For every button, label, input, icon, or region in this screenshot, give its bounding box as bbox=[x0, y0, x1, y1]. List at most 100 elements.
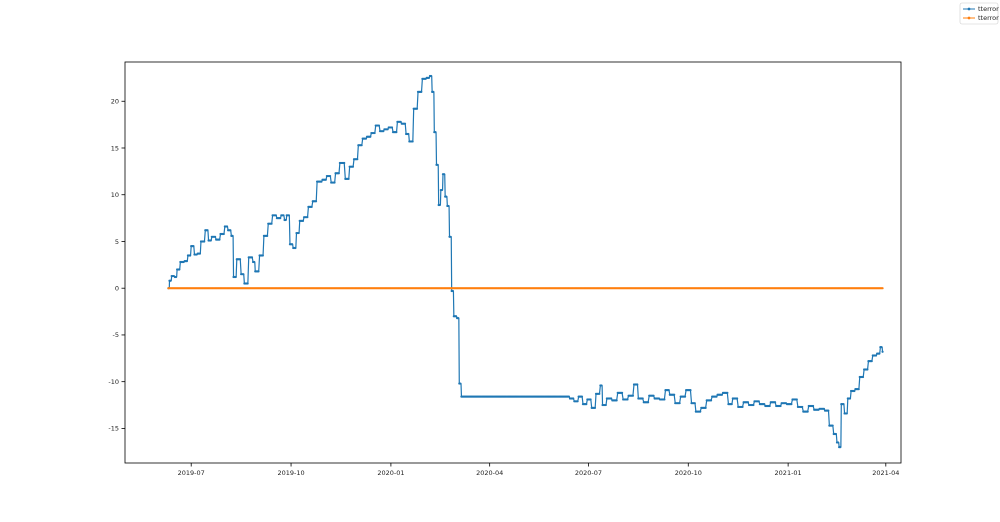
series-point-0 bbox=[576, 400, 579, 403]
series-point-0 bbox=[709, 399, 713, 402]
series-point-0 bbox=[407, 132, 410, 136]
series-point-0 bbox=[720, 393, 724, 396]
series-point-0 bbox=[620, 391, 624, 394]
series-point-0 bbox=[364, 137, 368, 140]
series-point-0 bbox=[572, 397, 575, 400]
series-point-0 bbox=[880, 345, 883, 349]
series-point-0 bbox=[382, 130, 385, 133]
series-point-0 bbox=[427, 76, 430, 79]
x-tick-label: 2020-07 bbox=[575, 469, 602, 477]
series-point-0 bbox=[213, 235, 217, 238]
series-point-0 bbox=[459, 382, 462, 385]
series-point-0 bbox=[445, 195, 448, 198]
series-point-0 bbox=[834, 432, 837, 436]
series-point-0 bbox=[377, 124, 381, 127]
series-point-0 bbox=[174, 275, 178, 279]
series-point-0 bbox=[447, 204, 450, 208]
series-point-0 bbox=[282, 214, 285, 217]
series-point-0 bbox=[704, 406, 707, 409]
legend-label-tterror-2: tterror bbox=[978, 14, 999, 22]
series-point-0 bbox=[878, 352, 881, 355]
series-point-0 bbox=[600, 384, 603, 387]
series-point-0 bbox=[801, 405, 804, 409]
series-point-0 bbox=[752, 403, 755, 407]
series-point-0 bbox=[870, 360, 873, 363]
series-point-0 bbox=[403, 122, 407, 125]
series-point-0 bbox=[434, 131, 437, 134]
series-point-0 bbox=[626, 398, 629, 401]
series-point-0 bbox=[567, 395, 570, 398]
series-point-0 bbox=[451, 289, 454, 293]
series-point-0 bbox=[746, 401, 750, 404]
series-point-0 bbox=[881, 350, 884, 353]
y-tick-label: 5 bbox=[115, 238, 119, 246]
y-tick-label: -5 bbox=[113, 331, 119, 339]
series-point-0 bbox=[279, 217, 282, 220]
series-point-0 bbox=[636, 383, 639, 386]
series-point-0 bbox=[222, 232, 225, 236]
y-tick-label: 15 bbox=[111, 144, 119, 152]
series-point-0 bbox=[440, 188, 444, 192]
series-point-0 bbox=[185, 260, 188, 263]
series-point-0 bbox=[763, 403, 766, 406]
series-point-0 bbox=[284, 218, 287, 222]
series-point-0 bbox=[449, 235, 452, 238]
series-point-0 bbox=[699, 410, 702, 413]
series-point-0 bbox=[667, 388, 670, 392]
x-axis: 2019-07 2019-10 2020-01 2020-04 2020-07 2020-… bbox=[178, 463, 899, 477]
series-point-0 bbox=[442, 173, 446, 176]
series-point-0 bbox=[347, 177, 350, 180]
series-point-0 bbox=[231, 234, 234, 237]
series-point-0 bbox=[333, 181, 336, 184]
series-point-0 bbox=[831, 424, 834, 427]
series-point-0 bbox=[234, 275, 237, 279]
series-point-0 bbox=[238, 258, 242, 261]
y-tick-label: -15 bbox=[108, 425, 119, 433]
series-point-1 bbox=[881, 287, 884, 290]
series-point-0 bbox=[848, 397, 852, 400]
series-point-0 bbox=[741, 405, 744, 409]
series-point-0 bbox=[641, 397, 644, 400]
series-point-0 bbox=[266, 234, 269, 237]
x-tick-label: 2020-04 bbox=[476, 469, 503, 477]
series-point-0 bbox=[839, 446, 842, 449]
series-point-0 bbox=[257, 270, 260, 273]
series-point-0 bbox=[178, 268, 181, 271]
series-point-0 bbox=[652, 394, 655, 397]
x-tick-label: 2019-07 bbox=[178, 469, 205, 477]
series-point-0 bbox=[874, 354, 878, 357]
series-point-0 bbox=[604, 403, 607, 407]
series-point-0 bbox=[790, 403, 793, 406]
y-tick-label: 0 bbox=[115, 285, 119, 293]
series-point-0 bbox=[457, 317, 460, 320]
series-point-0 bbox=[631, 394, 635, 397]
series-point-0 bbox=[356, 158, 359, 161]
series-point-0 bbox=[845, 412, 848, 415]
series-point-0 bbox=[683, 395, 687, 398]
series-point-0 bbox=[757, 400, 760, 403]
x-tick-label: 2020-10 bbox=[675, 469, 702, 477]
series-point-0 bbox=[822, 407, 826, 410]
series-point-0 bbox=[857, 388, 860, 391]
series-point-0 bbox=[287, 214, 290, 217]
series-point-0 bbox=[225, 225, 229, 228]
series-point-0 bbox=[806, 410, 809, 413]
series-point-0 bbox=[842, 403, 845, 406]
series-point-0 bbox=[291, 243, 294, 246]
y-tick-label: 10 bbox=[111, 191, 119, 199]
series-point-0 bbox=[432, 90, 435, 94]
series-point-0 bbox=[827, 409, 830, 412]
series-point-0 bbox=[189, 254, 192, 257]
legend-label-tterror: tterror bbox=[978, 5, 999, 13]
series-point-0 bbox=[411, 140, 414, 143]
y-tick-label: -10 bbox=[108, 378, 119, 386]
series-point-0 bbox=[429, 74, 433, 78]
series-point-0 bbox=[774, 401, 777, 404]
y-tick-label: 20 bbox=[111, 98, 119, 106]
series-point-0 bbox=[673, 393, 676, 396]
series-point-0 bbox=[261, 254, 264, 257]
series-point-0 bbox=[580, 395, 584, 398]
series-point-0 bbox=[242, 273, 245, 276]
series-point-0 bbox=[337, 172, 340, 175]
